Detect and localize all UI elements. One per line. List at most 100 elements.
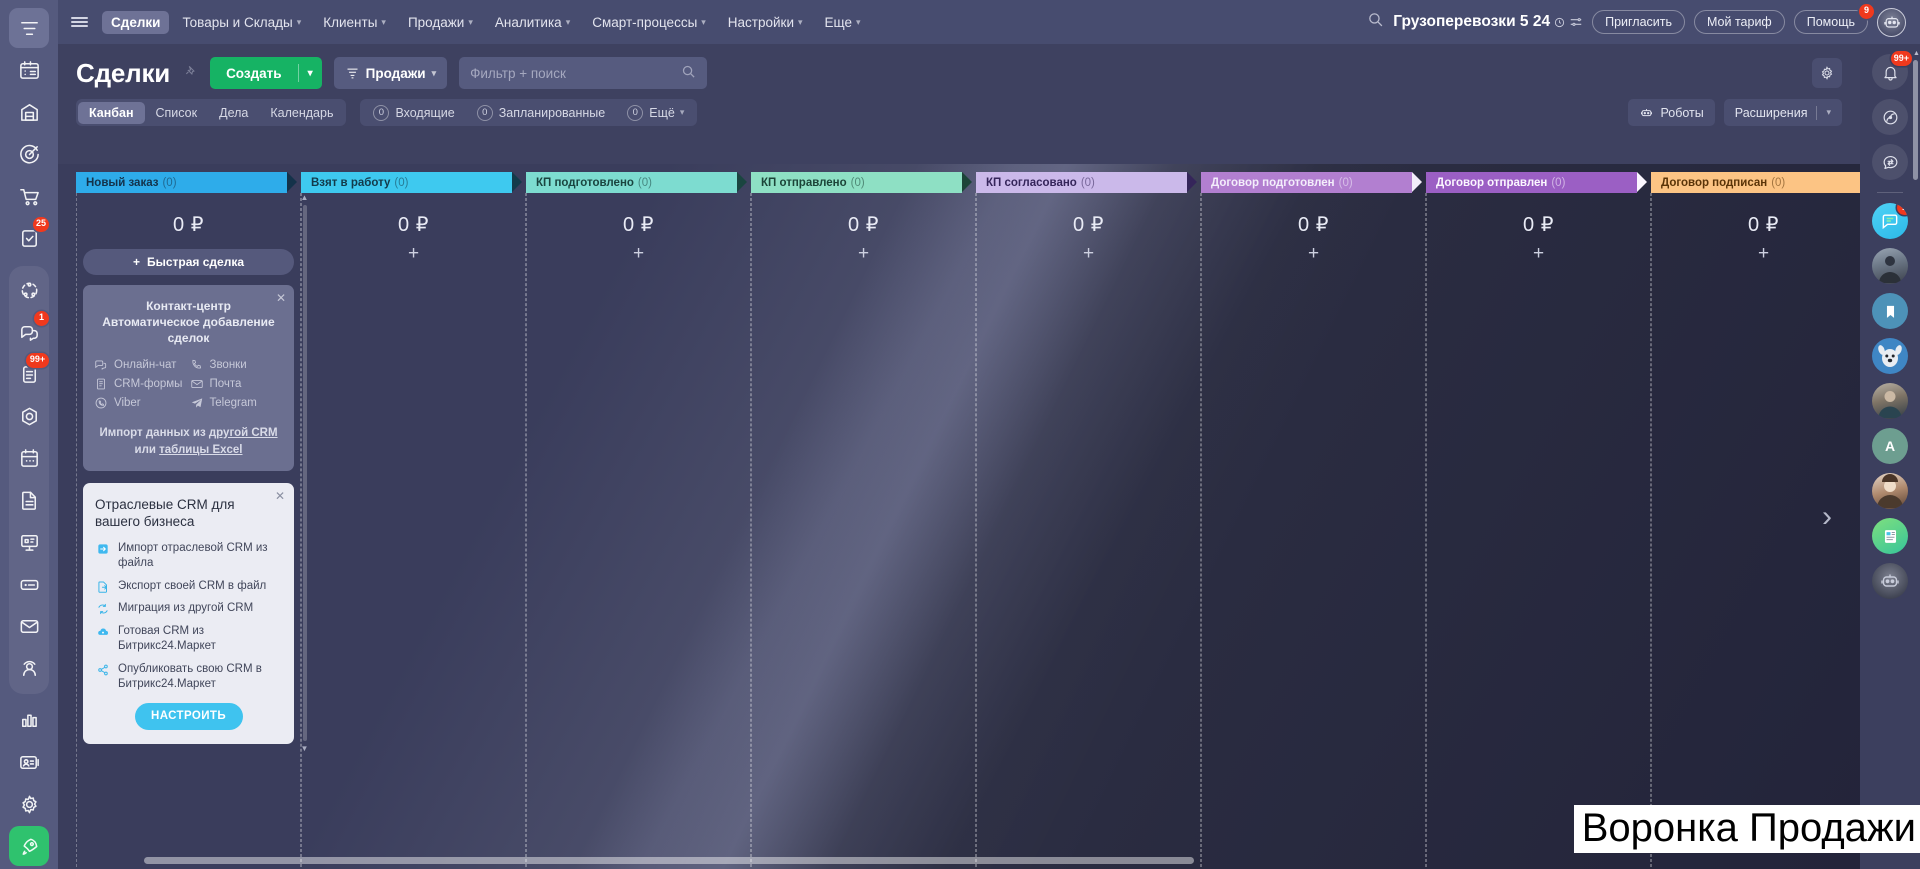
add-deal-button[interactable]: + (1307, 243, 1320, 264)
avatar-news[interactable] (1872, 518, 1908, 554)
stage-header[interactable]: Взят в работу (0) (301, 172, 522, 193)
channel-viber[interactable]: Viber (94, 396, 188, 410)
sidebar-item-contacts[interactable] (9, 742, 49, 782)
next-stage-arrow-button[interactable]: › (1822, 499, 1832, 533)
avatar-user-3[interactable] (1872, 473, 1908, 509)
channel-mail[interactable]: Почта (190, 377, 284, 391)
sidebar-item-documents[interactable] (9, 480, 49, 520)
search-icon[interactable] (681, 64, 696, 82)
robots-button[interactable]: Роботы (1628, 99, 1715, 126)
nav-item-smart-processes[interactable]: Смарт-процессы ▾ (583, 11, 715, 34)
invite-button[interactable]: Пригласить (1592, 10, 1685, 34)
sidebar-item-rocket[interactable] (9, 826, 49, 866)
sidebar-item-online-store[interactable] (9, 176, 49, 216)
extensions-button[interactable]: Расширения ▾ (1723, 99, 1842, 126)
pin-icon[interactable] (184, 64, 198, 83)
tab-kanban[interactable]: Канбан (78, 101, 145, 124)
scroll-down-icon[interactable]: ▼ (300, 744, 309, 753)
industry-item-import[interactable]: Импорт отраслевой CRM из файла (95, 541, 282, 572)
channel-online-chat[interactable]: Онлайн-чат (94, 358, 188, 372)
sidebar-item-tasks-calendar[interactable] (9, 50, 49, 90)
add-deal-button[interactable]: + (857, 243, 870, 264)
quick-deal-button[interactable]: + Быстрая сделка (83, 249, 294, 275)
sidebar-item-tasks[interactable]: 25 (9, 217, 49, 258)
sidebar-item-knowledge-base[interactable] (9, 522, 49, 562)
help-button[interactable]: Помощь 9 (1793, 4, 1874, 34)
avatar-user-1[interactable] (1872, 248, 1908, 284)
scroll-thumb[interactable] (1913, 60, 1918, 180)
tab-more[interactable]: 0 Ещё ▾ (616, 101, 695, 125)
stage-header[interactable]: Договор отправлен (0) (1426, 172, 1647, 193)
nav-item-deals[interactable]: Сделки (102, 10, 170, 34)
sidebar-item-drive[interactable] (9, 564, 49, 604)
scroll-track[interactable] (302, 205, 307, 741)
channel-telegram[interactable]: Telegram (190, 396, 284, 410)
pulse-button[interactable] (1872, 99, 1908, 135)
close-icon[interactable]: ✕ (275, 291, 286, 305)
avatar-letter-a[interactable]: A (1872, 428, 1908, 464)
search-icon[interactable] (1367, 11, 1384, 33)
stage-header[interactable]: КП отправлено (0) (751, 172, 972, 193)
add-deal-button[interactable]: + (1757, 243, 1770, 264)
horizontal-scrollbar[interactable] (58, 857, 1860, 866)
avatar-dog[interactable] (1872, 338, 1908, 374)
sidebar-item-company[interactable] (9, 648, 49, 688)
industry-item-publish[interactable]: Опубликовать свою CRM в Битрикс24.Маркет (95, 662, 282, 693)
menu-toggle-button[interactable] (58, 0, 100, 44)
nav-item-analytics[interactable]: Аналитика ▾ (486, 11, 579, 34)
my-plan-button[interactable]: Мой тариф (1694, 10, 1785, 34)
stage-header[interactable]: Договор подготовлен (0) (1201, 172, 1422, 193)
stage-header[interactable]: Новый заказ (0) (76, 172, 297, 193)
add-deal-button[interactable]: + (632, 243, 645, 264)
add-deal-button[interactable]: + (1532, 243, 1545, 264)
sidebar-item-settings[interactable] (9, 784, 49, 824)
funnel-selector-button[interactable]: Продажи ▾ (333, 57, 448, 89)
tab-planned[interactable]: 0 Запланированные (466, 101, 617, 125)
sidebar-item-sites[interactable] (9, 396, 49, 436)
right-rail-scrollbar[interactable]: ▲ (1913, 50, 1920, 200)
sidebar-item-crm[interactable] (9, 8, 49, 48)
tab-list[interactable]: Список (145, 102, 209, 124)
link-other-crm[interactable]: другой CRM (208, 426, 278, 439)
create-button[interactable]: Создать ▾ (210, 57, 322, 89)
nav-item-more[interactable]: Еще ▾ (816, 11, 870, 34)
tab-calendar[interactable]: Календарь (259, 102, 344, 124)
messenger-switch-button[interactable] (1872, 144, 1908, 180)
sidebar-item-analytics[interactable] (9, 700, 49, 740)
link-excel-table[interactable]: таблицы Excel (159, 443, 243, 456)
nav-item-settings[interactable]: Настройки ▾ (719, 11, 812, 34)
nav-item-products-warehouses[interactable]: Товары и Склады ▾ (173, 11, 310, 34)
close-icon[interactable]: ✕ (274, 489, 285, 504)
saved-items-button[interactable] (1872, 293, 1908, 329)
stage-header[interactable]: КП согласовано (0) (976, 172, 1197, 193)
sidebar-item-marketing[interactable] (9, 134, 49, 174)
sidebar-item-warehouse[interactable] (9, 92, 49, 132)
avatar-user-2[interactable] (1872, 383, 1908, 419)
channel-crm-forms[interactable]: CRM-формы (94, 377, 188, 391)
industry-item-ready-crm[interactable]: Готовая CRM из Битрикс24.Маркет (95, 624, 282, 655)
tab-incoming[interactable]: 0 Входящие (362, 101, 465, 125)
scroll-up-icon[interactable]: ▲ (300, 193, 309, 202)
chevron-down-icon[interactable]: ▾ (1826, 107, 1831, 117)
avatar-robot-2[interactable] (1872, 563, 1908, 599)
tab-activities[interactable]: Дела (208, 102, 259, 124)
search-input[interactable]: Фильтр + поиск (459, 57, 708, 89)
kanban-settings-button[interactable] (1812, 58, 1842, 88)
chevron-down-icon[interactable]: ▾ (307, 67, 313, 79)
industry-item-migration[interactable]: Миграция из другой CRM (95, 601, 282, 617)
nav-item-clients[interactable]: Клиенты ▾ (314, 11, 395, 34)
sidebar-item-mail[interactable] (9, 606, 49, 646)
sidebar-item-feed[interactable]: 99+ (9, 353, 49, 394)
sidebar-item-calendar[interactable] (9, 438, 49, 478)
setup-button[interactable]: НАСТРОИТЬ (134, 702, 243, 730)
channel-calls[interactable]: Звонки (190, 358, 284, 372)
industry-item-export[interactable]: Экспорт своей CRM в файл (95, 579, 282, 595)
open-chat-button[interactable]: 1 (1872, 203, 1908, 239)
stage-header[interactable]: КП подготовлено (0) (526, 172, 747, 193)
nav-item-sales[interactable]: Продажи ▾ (399, 11, 482, 34)
stage-header[interactable]: Договор подписан (0) (1651, 172, 1860, 193)
user-avatar[interactable] (1877, 7, 1906, 37)
sidebar-item-chat[interactable]: 1 (9, 311, 49, 352)
sidebar-item-automation[interactable] (9, 270, 49, 310)
column-scrollbar[interactable]: ▲ ▼ (300, 193, 309, 753)
